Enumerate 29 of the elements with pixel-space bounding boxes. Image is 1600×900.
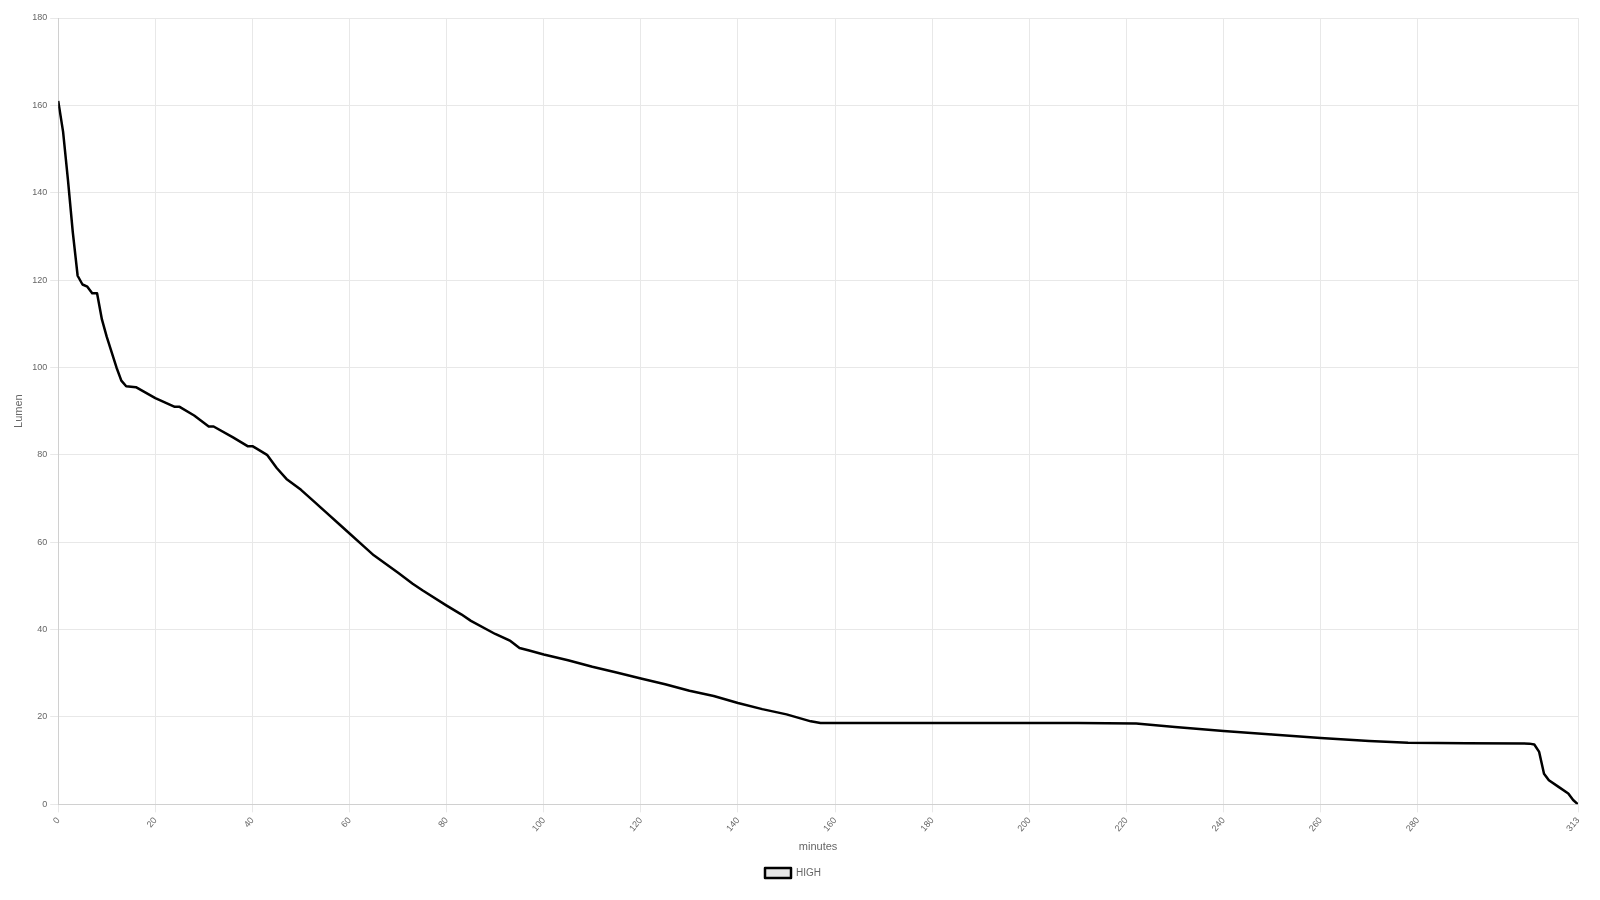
y-tick-label: 140 — [32, 187, 48, 198]
y-tick-label: 180 — [32, 12, 48, 23]
x-tick-label: 313 — [1564, 815, 1582, 834]
x-tick-label: 240 — [1209, 815, 1227, 834]
x-tick-label: 20 — [144, 815, 159, 830]
x-tick-label: 60 — [338, 815, 353, 830]
y-tick-label: 120 — [32, 274, 48, 285]
x-tick-label: 200 — [1015, 815, 1033, 834]
x-axis-title: minutes — [798, 840, 838, 853]
y-tick-label: 0 — [42, 798, 48, 809]
y-tick-label: 80 — [37, 449, 48, 460]
y-tick-label: 160 — [32, 99, 48, 110]
x-tick-label: 220 — [1112, 815, 1130, 834]
legend-label: HIGH — [796, 866, 821, 878]
x-tick-label: 180 — [918, 815, 936, 834]
y-tick-label: 60 — [37, 536, 48, 547]
x-tick-label: 100 — [529, 815, 548, 834]
y-tick-label: 40 — [37, 624, 48, 635]
x-tick-label: 260 — [1306, 815, 1325, 834]
x-tick-label: 140 — [724, 815, 742, 834]
x-tick-label: 160 — [821, 815, 839, 834]
y-tick-label: 20 — [37, 711, 48, 722]
x-tick-label: 280 — [1403, 815, 1422, 834]
x-tick-label: 80 — [436, 815, 451, 830]
x-tick-label: 120 — [627, 815, 645, 834]
y-tick-label: 100 — [32, 361, 48, 372]
y-axis-title: Lumen — [11, 394, 24, 428]
x-tick-label: 0 — [50, 815, 62, 826]
x-tick-label: 40 — [241, 815, 256, 830]
